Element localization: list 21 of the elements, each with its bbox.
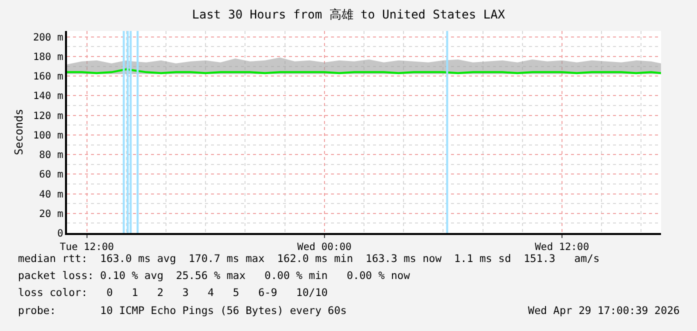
- text: median rtt: 163.0 ms avg 170.7 ms max 162.0 ms min 163.3 ms now 1.1 ms sd 151.3 am/s: [18, 253, 600, 265]
- y-tick-label: 40 m: [39, 189, 64, 200]
- y-tick-label: 180 m: [33, 52, 64, 63]
- y-tick-label: 100 m: [33, 130, 64, 142]
- text: probe: 10 ICMP Echo Pings (56 Bytes) every 60s: [18, 305, 347, 317]
- chart-title: Last 30 Hours from 高雄 to United States LAX: [192, 7, 506, 22]
- y-tick-label: 120 m: [33, 110, 64, 122]
- y-tick-label: 20 m: [39, 208, 64, 220]
- text: packet loss: 0.10 % avg 25.56 % max 0.00 % min 0.00 % now: [18, 270, 411, 282]
- x-tick-label: Wed 12:00: [534, 242, 590, 253]
- y-tick-label: 60 m: [39, 170, 64, 181]
- y-tick-label: 160 m: [33, 72, 64, 83]
- y-axis-title: Seconds: [12, 108, 26, 156]
- text: loss color: 0 1 2 3 4 5 6-9 10/10: [18, 287, 328, 299]
- y-tick-label: 80 m: [39, 150, 64, 162]
- x-tick-label: Wed 00:00: [297, 242, 352, 253]
- text: Wed Apr 29 17:00:39 2026: [528, 305, 680, 317]
- y-tick-label: 140 m: [33, 91, 64, 102]
- x-tick-label: Tue 12:00: [60, 242, 114, 253]
- y-tick-label: 0: [57, 228, 64, 240]
- y-tick-label: 200 m: [33, 32, 64, 44]
